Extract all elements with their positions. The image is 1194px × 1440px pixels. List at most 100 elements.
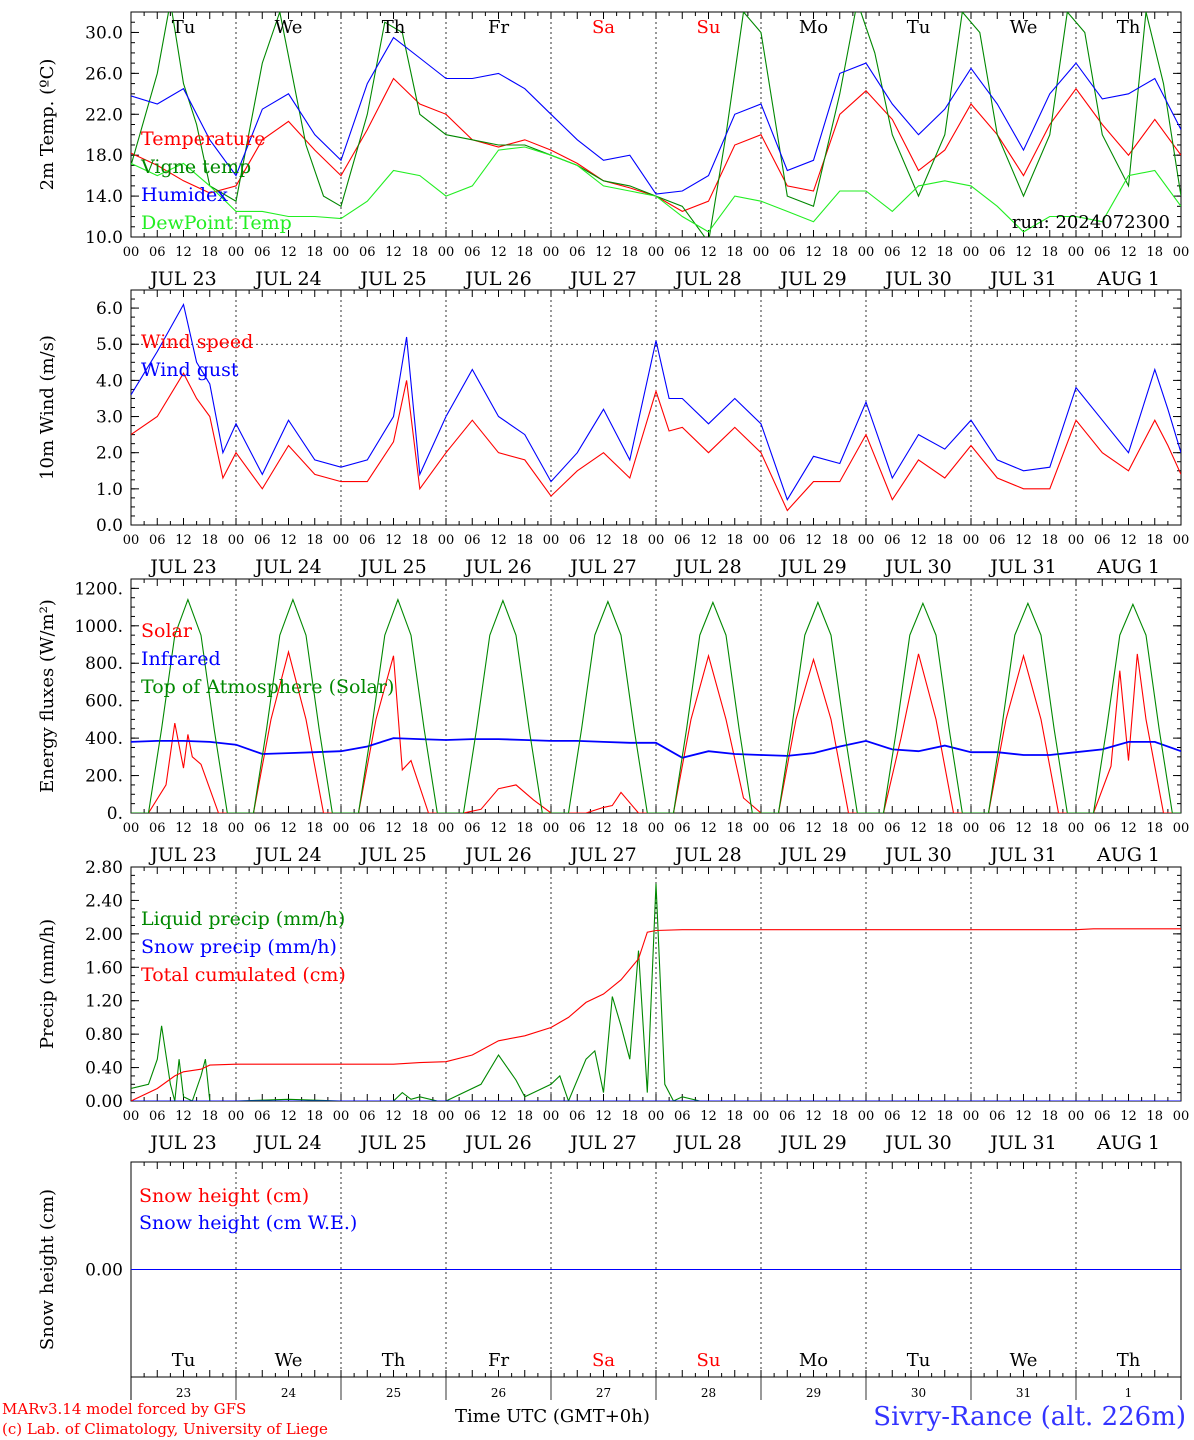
hour-tick-label: 00 bbox=[543, 821, 560, 836]
series-line bbox=[131, 928, 1181, 1101]
hour-tick-label: 12 bbox=[175, 533, 192, 548]
hour-tick-label: 12 bbox=[1120, 821, 1137, 836]
hour-tick-label: 12 bbox=[805, 533, 822, 548]
y-tick-label: 2.80 bbox=[85, 858, 123, 878]
legend-entry: Humidex bbox=[141, 184, 228, 206]
y-tick-label: 200. bbox=[85, 767, 123, 787]
hour-tick-label: 00 bbox=[123, 533, 140, 548]
hour-tick-label: 12 bbox=[280, 1109, 297, 1124]
hour-tick-label: 06 bbox=[359, 1109, 376, 1124]
hour-tick-label: 00 bbox=[753, 821, 770, 836]
weekday-label: Fr bbox=[488, 1350, 509, 1371]
y-tick-label: 2.0 bbox=[96, 444, 123, 464]
date-label: JUL 27 bbox=[568, 844, 636, 866]
y-tick-label: 5.0 bbox=[96, 335, 123, 355]
day-number-label: 27 bbox=[596, 1386, 611, 1400]
y-tick-label: 0.00 bbox=[85, 1261, 123, 1281]
date-label: JUL 30 bbox=[883, 1132, 951, 1154]
y-tick-label: 1000. bbox=[74, 617, 123, 637]
hour-tick-label: 00 bbox=[963, 533, 980, 548]
hour-tick-label: 18 bbox=[1146, 1109, 1163, 1124]
hour-tick-label: 06 bbox=[359, 245, 376, 260]
weekday-label: Mo bbox=[799, 1350, 828, 1371]
hour-tick-label: 06 bbox=[254, 821, 271, 836]
hour-tick-label: 00 bbox=[123, 821, 140, 836]
hour-tick-label: 06 bbox=[1094, 821, 1111, 836]
hour-tick-label: 06 bbox=[779, 533, 796, 548]
hour-tick-label: 12 bbox=[910, 533, 927, 548]
day-number-label: 25 bbox=[386, 1386, 401, 1400]
hour-tick-label: 12 bbox=[280, 821, 297, 836]
hour-tick-label: 00 bbox=[858, 533, 875, 548]
y-tick-label: 6.0 bbox=[96, 299, 123, 319]
hour-tick-label: 06 bbox=[464, 1109, 481, 1124]
hour-tick-label: 06 bbox=[884, 821, 901, 836]
y-tick-label: 22.0 bbox=[85, 105, 123, 125]
series-line bbox=[131, 302, 1181, 501]
date-label: JUL 29 bbox=[778, 1132, 846, 1154]
hour-tick-label: 12 bbox=[1015, 821, 1032, 836]
hour-tick-label: 12 bbox=[595, 245, 612, 260]
hour-tick-label: 18 bbox=[726, 533, 743, 548]
site-label: Sivry-Rance (alt. 226m) bbox=[873, 1402, 1186, 1432]
hour-tick-label: 12 bbox=[175, 821, 192, 836]
hour-tick-label: 06 bbox=[989, 1109, 1006, 1124]
hour-tick-label: 00 bbox=[858, 821, 875, 836]
day-number-label: 28 bbox=[701, 1386, 716, 1400]
hour-tick-label: 18 bbox=[1146, 245, 1163, 260]
hour-tick-label: 00 bbox=[438, 533, 455, 548]
series-line bbox=[131, 36, 1181, 195]
hour-tick-label: 06 bbox=[674, 821, 691, 836]
date-label: JUL 28 bbox=[673, 1132, 741, 1154]
date-label: JUL 30 bbox=[883, 268, 951, 290]
hour-tick-label: 12 bbox=[175, 245, 192, 260]
hour-tick-label: 06 bbox=[464, 821, 481, 836]
y-axis-label: Energy fluxes (W/m²) bbox=[37, 599, 58, 793]
hour-tick-label: 18 bbox=[621, 245, 638, 260]
y-axis-label: 10m Wind (m/s) bbox=[37, 335, 58, 480]
hour-tick-label: 06 bbox=[674, 1109, 691, 1124]
legend-entry: Total cumulated (cm) bbox=[141, 964, 346, 986]
series-line bbox=[131, 649, 1181, 813]
hour-tick-label: 12 bbox=[910, 245, 927, 260]
date-label: JUL 24 bbox=[253, 268, 321, 290]
hour-tick-label: 12 bbox=[490, 821, 507, 836]
hour-tick-label: 00 bbox=[1068, 821, 1085, 836]
hour-tick-label: 06 bbox=[254, 1109, 271, 1124]
hour-tick-label: 06 bbox=[149, 245, 166, 260]
hour-tick-label: 18 bbox=[726, 245, 743, 260]
hour-tick-label: 18 bbox=[1041, 821, 1058, 836]
hour-tick-label: 00 bbox=[753, 1109, 770, 1124]
y-tick-label: 18.0 bbox=[85, 146, 123, 166]
hour-tick-label: 06 bbox=[779, 821, 796, 836]
hour-tick-label: 00 bbox=[123, 1109, 140, 1124]
y-tick-label: 14.0 bbox=[85, 187, 123, 207]
hour-tick-label: 00 bbox=[333, 1109, 350, 1124]
hour-tick-label: 12 bbox=[1120, 1109, 1137, 1124]
date-label: JUL 28 bbox=[673, 268, 741, 290]
date-label: JUL 29 bbox=[778, 556, 846, 578]
hour-tick-label: 00 bbox=[333, 821, 350, 836]
hour-tick-label: 12 bbox=[385, 1109, 402, 1124]
hour-tick-label: 06 bbox=[989, 821, 1006, 836]
series-line bbox=[131, 598, 1181, 813]
hour-tick-label: 18 bbox=[1041, 1109, 1058, 1124]
hour-tick-label: 00 bbox=[1068, 1109, 1085, 1124]
hour-tick-label: 06 bbox=[464, 245, 481, 260]
y-tick-label: 4.0 bbox=[96, 371, 123, 391]
hour-tick-label: 18 bbox=[726, 1109, 743, 1124]
hour-tick-label: 00 bbox=[648, 1109, 665, 1124]
hour-tick-label: 00 bbox=[858, 245, 875, 260]
hour-tick-label: 00 bbox=[333, 245, 350, 260]
hour-tick-label: 00 bbox=[543, 1109, 560, 1124]
hour-tick-label: 18 bbox=[1146, 821, 1163, 836]
legend-entry: Vigne temp bbox=[140, 156, 251, 178]
hour-tick-label: 00 bbox=[228, 821, 245, 836]
weekday-label: Tu bbox=[172, 17, 196, 38]
y-tick-label: 2.40 bbox=[85, 891, 123, 911]
hour-tick-label: 06 bbox=[884, 245, 901, 260]
y-axis-label: Snow height (cm) bbox=[37, 1189, 58, 1350]
hour-tick-label: 06 bbox=[254, 245, 271, 260]
hour-tick-label: 00 bbox=[648, 245, 665, 260]
hour-tick-label: 12 bbox=[805, 1109, 822, 1124]
